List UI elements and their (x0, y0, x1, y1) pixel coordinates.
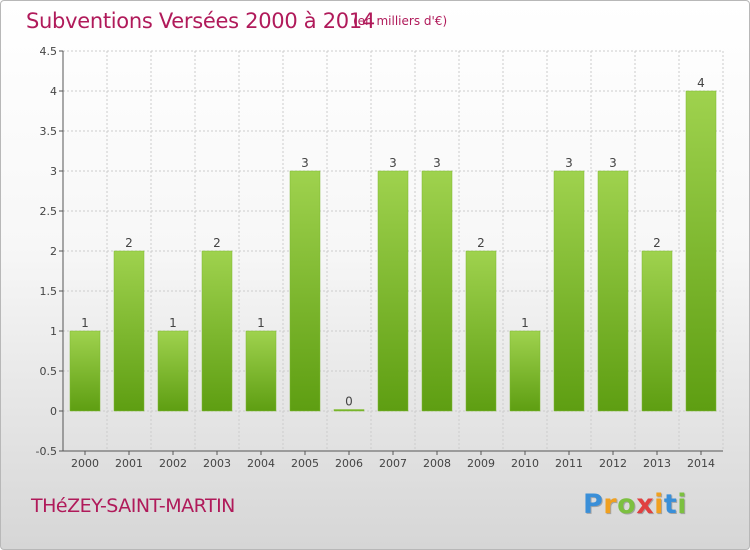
x-tick-label-2003: 2003 (203, 457, 231, 470)
x-tick-label-2011: 2011 (555, 457, 583, 470)
x-tick-label-2013: 2013 (643, 457, 671, 470)
bars (69, 90, 717, 412)
y-tick-label: 2.5 (40, 205, 58, 218)
chart-title: Subventions Versées 2000 à 2014 (26, 9, 375, 33)
bar-2004 (245, 330, 277, 412)
x-tick-label-2008: 2008 (423, 457, 451, 470)
data-label-2010: 1 (521, 316, 529, 330)
commune-name: THéZEY-SAINT-MARTIN (31, 495, 235, 517)
bar-2003 (201, 250, 233, 412)
y-tick-label: 0 (50, 405, 57, 418)
data-label-2004: 1 (257, 316, 265, 330)
y-tick-label: 2 (50, 245, 57, 258)
data-label-2014: 4 (697, 76, 705, 90)
data-label-2012: 3 (609, 156, 617, 170)
bar-2009 (465, 250, 497, 412)
y-tick-label: 1 (50, 325, 57, 338)
proxiti-logo: Proxiti (583, 489, 687, 520)
x-tick-label-2000: 2000 (71, 457, 99, 470)
x-tick-label-2004: 2004 (247, 457, 275, 470)
logo-letter: t (663, 489, 678, 520)
logo-letter: i (654, 489, 664, 520)
y-tick-label: -0.5 (36, 445, 57, 458)
bar-2008 (421, 170, 453, 412)
bar-2011 (553, 170, 585, 412)
axes: -0.5 0 0.5 1 1.5 2 2.5 3 3.5 4 4.5 2000 2001 2002 2003… (36, 45, 723, 470)
x-tick-label-2001: 2001 (115, 457, 143, 470)
y-tick-label: 4 (50, 85, 57, 98)
bar-2013 (641, 250, 673, 412)
y-tick-label: 4.5 (40, 45, 58, 58)
x-tick-label-2010: 2010 (511, 457, 539, 470)
data-labels: 1 2 1 2 1 3 0 3 3 2 1 3 3 2 4 (81, 76, 705, 409)
x-tick-label-2009: 2009 (467, 457, 495, 470)
x-tick-label-2005: 2005 (291, 457, 319, 470)
bar-2002 (157, 330, 189, 412)
data-label-2006: 0 (345, 395, 353, 409)
data-label-2003: 2 (213, 236, 221, 250)
logo-letter: r (603, 489, 618, 520)
data-label-2001: 2 (125, 236, 133, 250)
bar-2010 (509, 330, 541, 412)
data-label-2005: 3 (301, 156, 309, 170)
bar-2005 (289, 170, 321, 412)
data-label-2002: 1 (169, 316, 177, 330)
logo-letter: P (583, 489, 604, 520)
bar-2001 (113, 250, 145, 412)
data-label-2009: 2 (477, 236, 485, 250)
bar-2014 (685, 90, 717, 412)
data-label-2013: 2 (653, 236, 661, 250)
x-tick-label-2012: 2012 (599, 457, 627, 470)
bar-2012 (597, 170, 629, 412)
logo-letter: o (617, 489, 637, 520)
bar-2000 (69, 330, 101, 412)
x-tick-label-2007: 2007 (379, 457, 407, 470)
bar-2006 (333, 409, 365, 412)
data-label-2008: 3 (433, 156, 441, 170)
y-tick-label: 1.5 (40, 285, 58, 298)
data-label-2011: 3 (565, 156, 573, 170)
y-tick-label: 0.5 (40, 365, 58, 378)
chart-subtitle: (en milliers d'€) (353, 14, 448, 28)
y-tick-label: 3 (50, 165, 57, 178)
bar-2007 (377, 170, 409, 412)
y-tick-label: 3.5 (40, 125, 58, 138)
x-tick-label-2006: 2006 (335, 457, 363, 470)
x-tick-label-2014: 2014 (687, 457, 715, 470)
data-label-2007: 3 (389, 156, 397, 170)
x-tick-label-2002: 2002 (159, 457, 187, 470)
logo-letter: x (636, 489, 655, 520)
data-label-2000: 1 (81, 316, 89, 330)
logo-letter: i (677, 489, 688, 520)
